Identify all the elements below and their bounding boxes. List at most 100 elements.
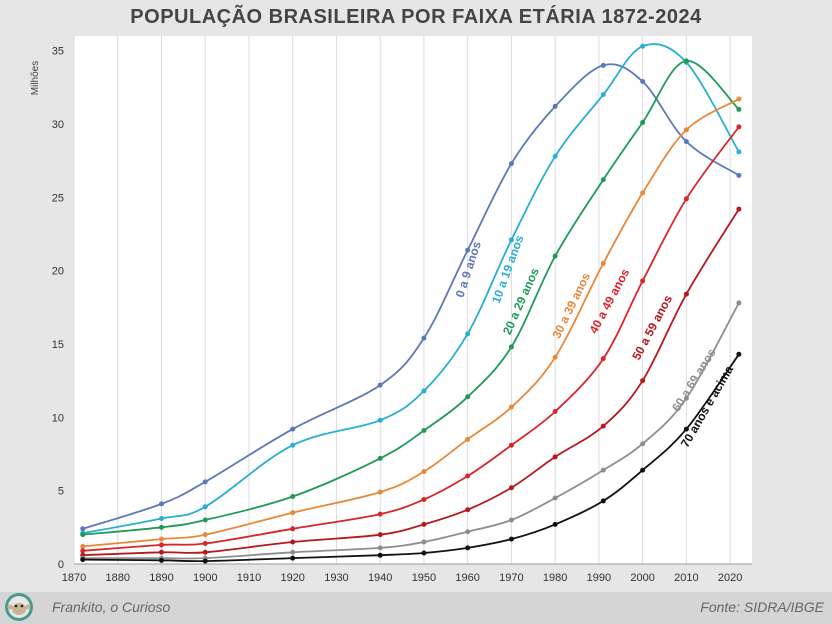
x-tick-label: 1890 — [149, 572, 173, 584]
data-point — [736, 351, 742, 357]
data-point — [202, 532, 208, 538]
data-point — [736, 300, 742, 306]
data-point — [377, 382, 383, 388]
data-point — [683, 196, 689, 202]
data-point — [465, 507, 471, 513]
data-point — [640, 43, 646, 49]
data-point — [600, 467, 606, 473]
y-tick-label: 25 — [52, 192, 64, 204]
data-point — [508, 536, 514, 542]
data-point — [508, 161, 514, 167]
y-tick-label: 15 — [52, 339, 64, 351]
data-point — [158, 524, 164, 530]
data-point — [290, 539, 296, 545]
data-point — [377, 532, 383, 538]
data-point — [290, 494, 296, 500]
data-point — [640, 378, 646, 384]
x-tick-label: 1910 — [237, 572, 261, 584]
data-point — [736, 96, 742, 102]
x-tick-label: 1900 — [193, 572, 217, 584]
data-point — [683, 58, 689, 64]
x-tick-label: 2010 — [674, 572, 698, 584]
data-point — [465, 394, 471, 400]
data-point — [552, 408, 558, 414]
data-point — [202, 517, 208, 523]
data-point — [158, 501, 164, 507]
data-point — [640, 190, 646, 196]
data-point — [290, 426, 296, 432]
data-point — [465, 436, 471, 442]
x-tick-label: 1880 — [105, 572, 129, 584]
y-tick-label: 5 — [58, 486, 64, 498]
series-layer — [80, 43, 742, 564]
data-point — [600, 356, 606, 362]
data-point — [377, 511, 383, 517]
x-tick-label: 1970 — [499, 572, 523, 584]
data-point — [508, 517, 514, 523]
data-point — [421, 550, 427, 556]
data-point — [552, 253, 558, 259]
data-point — [683, 127, 689, 133]
chart-title: POPULAÇÃO BRASILEIRA POR FAIXA ETÁRIA 18… — [130, 6, 702, 28]
data-point — [600, 177, 606, 183]
data-point — [552, 495, 558, 501]
data-point — [736, 206, 742, 212]
data-point — [80, 548, 86, 554]
y-tick-label: 20 — [52, 266, 64, 278]
data-point — [465, 545, 471, 551]
data-point — [508, 442, 514, 448]
data-point — [80, 543, 86, 549]
data-point — [600, 260, 606, 266]
footer: Frankito, o Curioso Fonte: SIDRA/IBGE — [0, 592, 832, 624]
x-tick-label: 1960 — [455, 572, 479, 584]
data-point — [640, 441, 646, 447]
data-point — [508, 404, 514, 410]
data-point — [421, 469, 427, 475]
data-point — [158, 557, 164, 563]
data-point — [80, 526, 86, 532]
data-point — [421, 521, 427, 527]
data-point — [736, 124, 742, 130]
x-tick-label: 1940 — [368, 572, 392, 584]
data-point — [377, 489, 383, 495]
data-point — [508, 237, 514, 243]
y-tick-label: 0 — [58, 559, 64, 571]
data-point — [202, 558, 208, 564]
data-point — [421, 539, 427, 545]
data-point — [600, 498, 606, 504]
data-point — [202, 540, 208, 546]
data-point — [290, 555, 296, 561]
plot-area — [74, 36, 752, 564]
data-point — [421, 335, 427, 341]
data-point — [421, 496, 427, 502]
data-point — [552, 153, 558, 159]
axis-layer: 1870 1880 1890 1900 1910 1920 1930 1940 1950 1960… — [52, 46, 752, 584]
data-point — [465, 247, 471, 253]
data-point — [736, 172, 742, 178]
x-tick-label: 1990 — [587, 572, 611, 584]
data-point — [158, 536, 164, 542]
line-chart: 1870 1880 1890 1900 1910 1920 1930 1940 1950 1960… — [30, 36, 752, 584]
y-axis-label: Milhões — [30, 61, 41, 95]
data-point — [290, 510, 296, 516]
data-point — [202, 504, 208, 510]
data-point — [600, 423, 606, 429]
x-tick-label: 2000 — [630, 572, 654, 584]
data-point — [640, 467, 646, 473]
data-point — [736, 106, 742, 112]
data-point — [736, 149, 742, 155]
data-point — [640, 278, 646, 284]
x-tick-label: 1980 — [543, 572, 567, 584]
data-point — [552, 454, 558, 460]
data-point — [377, 545, 383, 551]
data-point — [377, 455, 383, 461]
data-point — [290, 442, 296, 448]
x-tick-label: 1870 — [62, 572, 86, 584]
data-point — [683, 395, 689, 401]
data-point — [158, 516, 164, 522]
data-point — [600, 62, 606, 68]
data-point — [158, 549, 164, 555]
y-tick-label: 35 — [52, 46, 64, 58]
data-point — [290, 549, 296, 555]
data-point — [508, 344, 514, 350]
